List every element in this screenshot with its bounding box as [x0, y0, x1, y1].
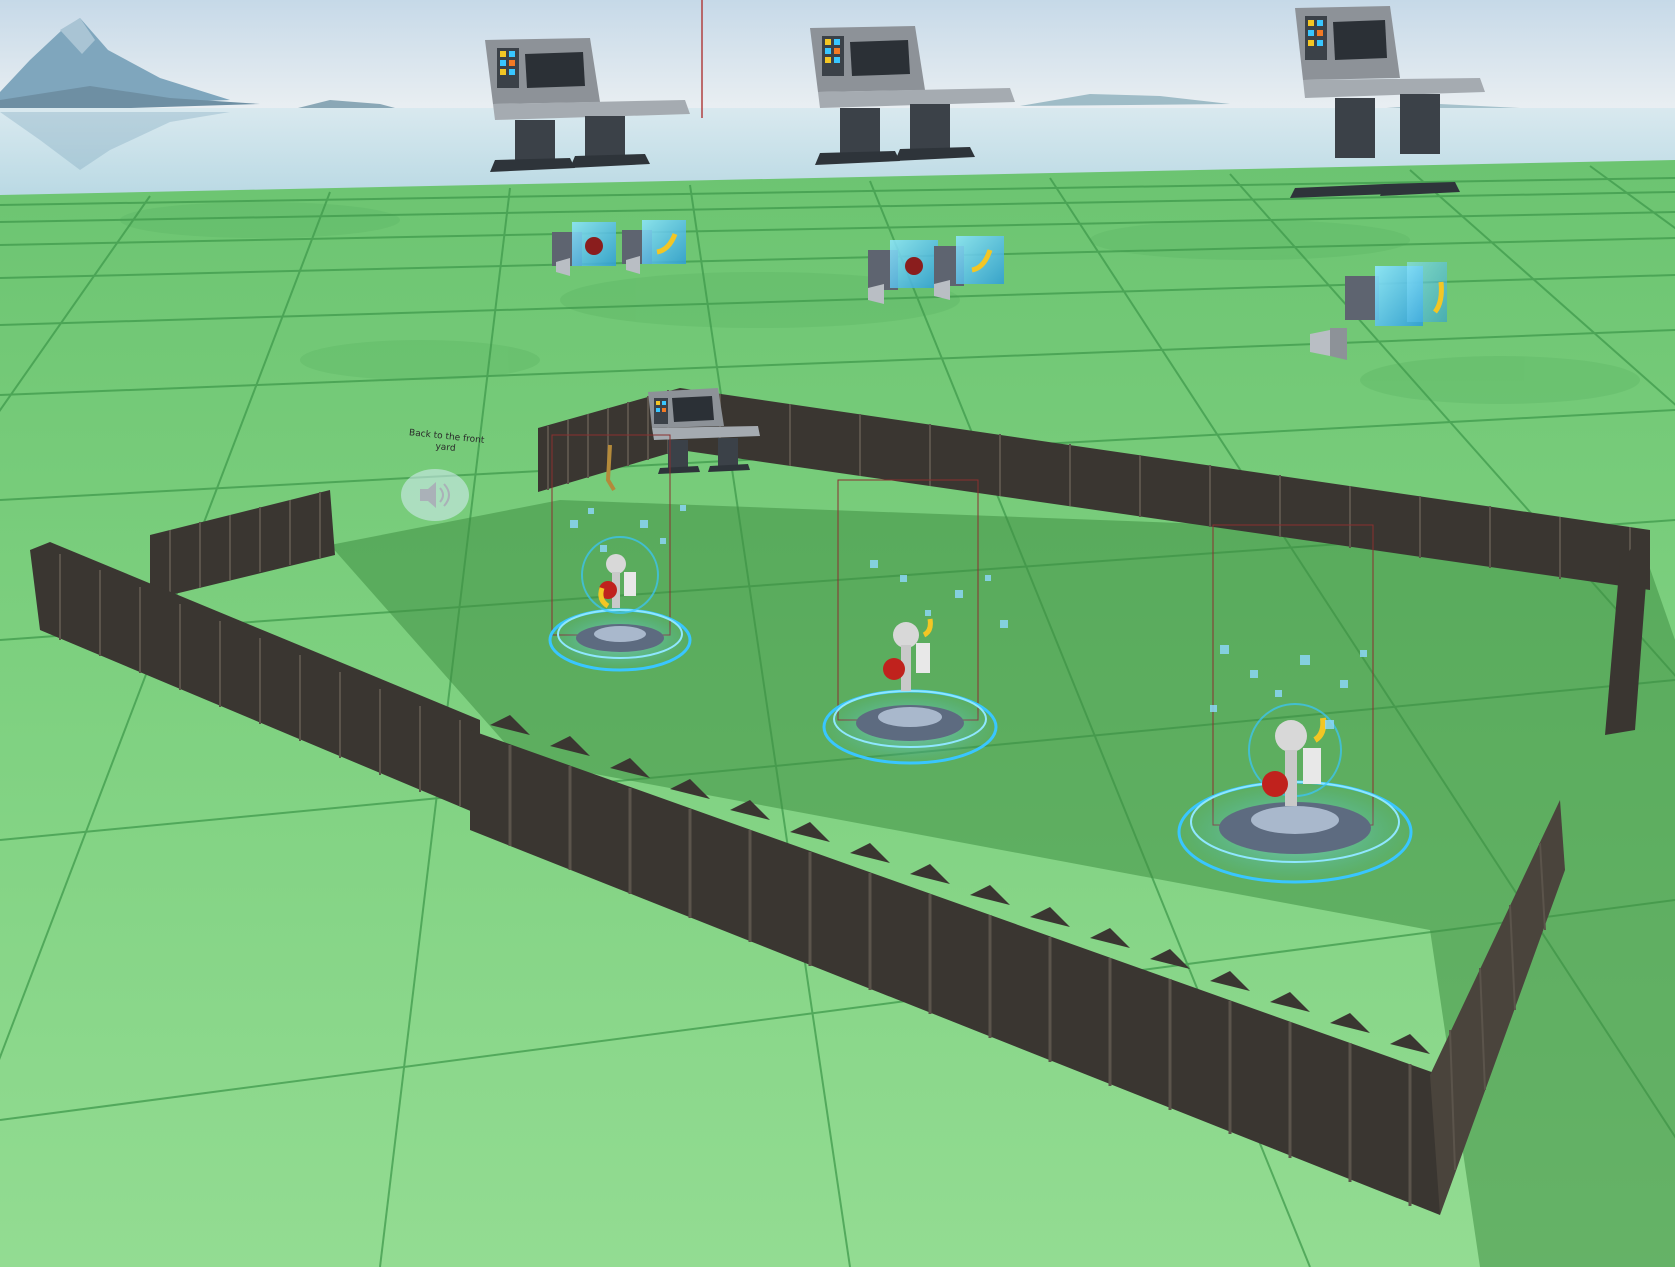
- fence-right: [1430, 800, 1565, 1215]
- device-group[interactable]: [552, 220, 686, 276]
- spawn-pad[interactable]: [548, 434, 692, 672]
- fence-front-left: [30, 542, 480, 815]
- fence-back-right: [680, 388, 1650, 735]
- spawn-pad[interactable]: [822, 479, 998, 765]
- console[interactable]: [1290, 6, 1485, 198]
- console[interactable]: [485, 38, 690, 172]
- device-group[interactable]: [1310, 262, 1447, 360]
- fence-shadows: [330, 500, 1675, 1267]
- particles: [570, 505, 1367, 729]
- fence-left-back: [150, 490, 335, 600]
- spawn-pad[interactable]: [1177, 524, 1413, 884]
- device-group[interactable]: [868, 236, 1004, 304]
- fence-front: [470, 715, 1440, 1215]
- console[interactable]: [810, 26, 1015, 165]
- water-reflection: [0, 112, 230, 170]
- speaker-icon[interactable]: [401, 469, 469, 521]
- console[interactable]: [648, 388, 760, 474]
